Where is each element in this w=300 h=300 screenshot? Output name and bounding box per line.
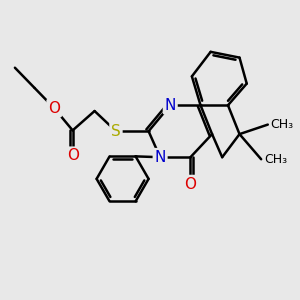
Text: CH₃: CH₃: [264, 153, 287, 166]
Text: O: O: [67, 148, 79, 163]
Text: O: O: [48, 100, 60, 116]
Text: CH₃: CH₃: [271, 118, 294, 131]
Text: N: N: [154, 150, 166, 165]
Text: O: O: [184, 177, 196, 192]
Text: N: N: [164, 98, 176, 113]
Text: S: S: [111, 124, 121, 139]
